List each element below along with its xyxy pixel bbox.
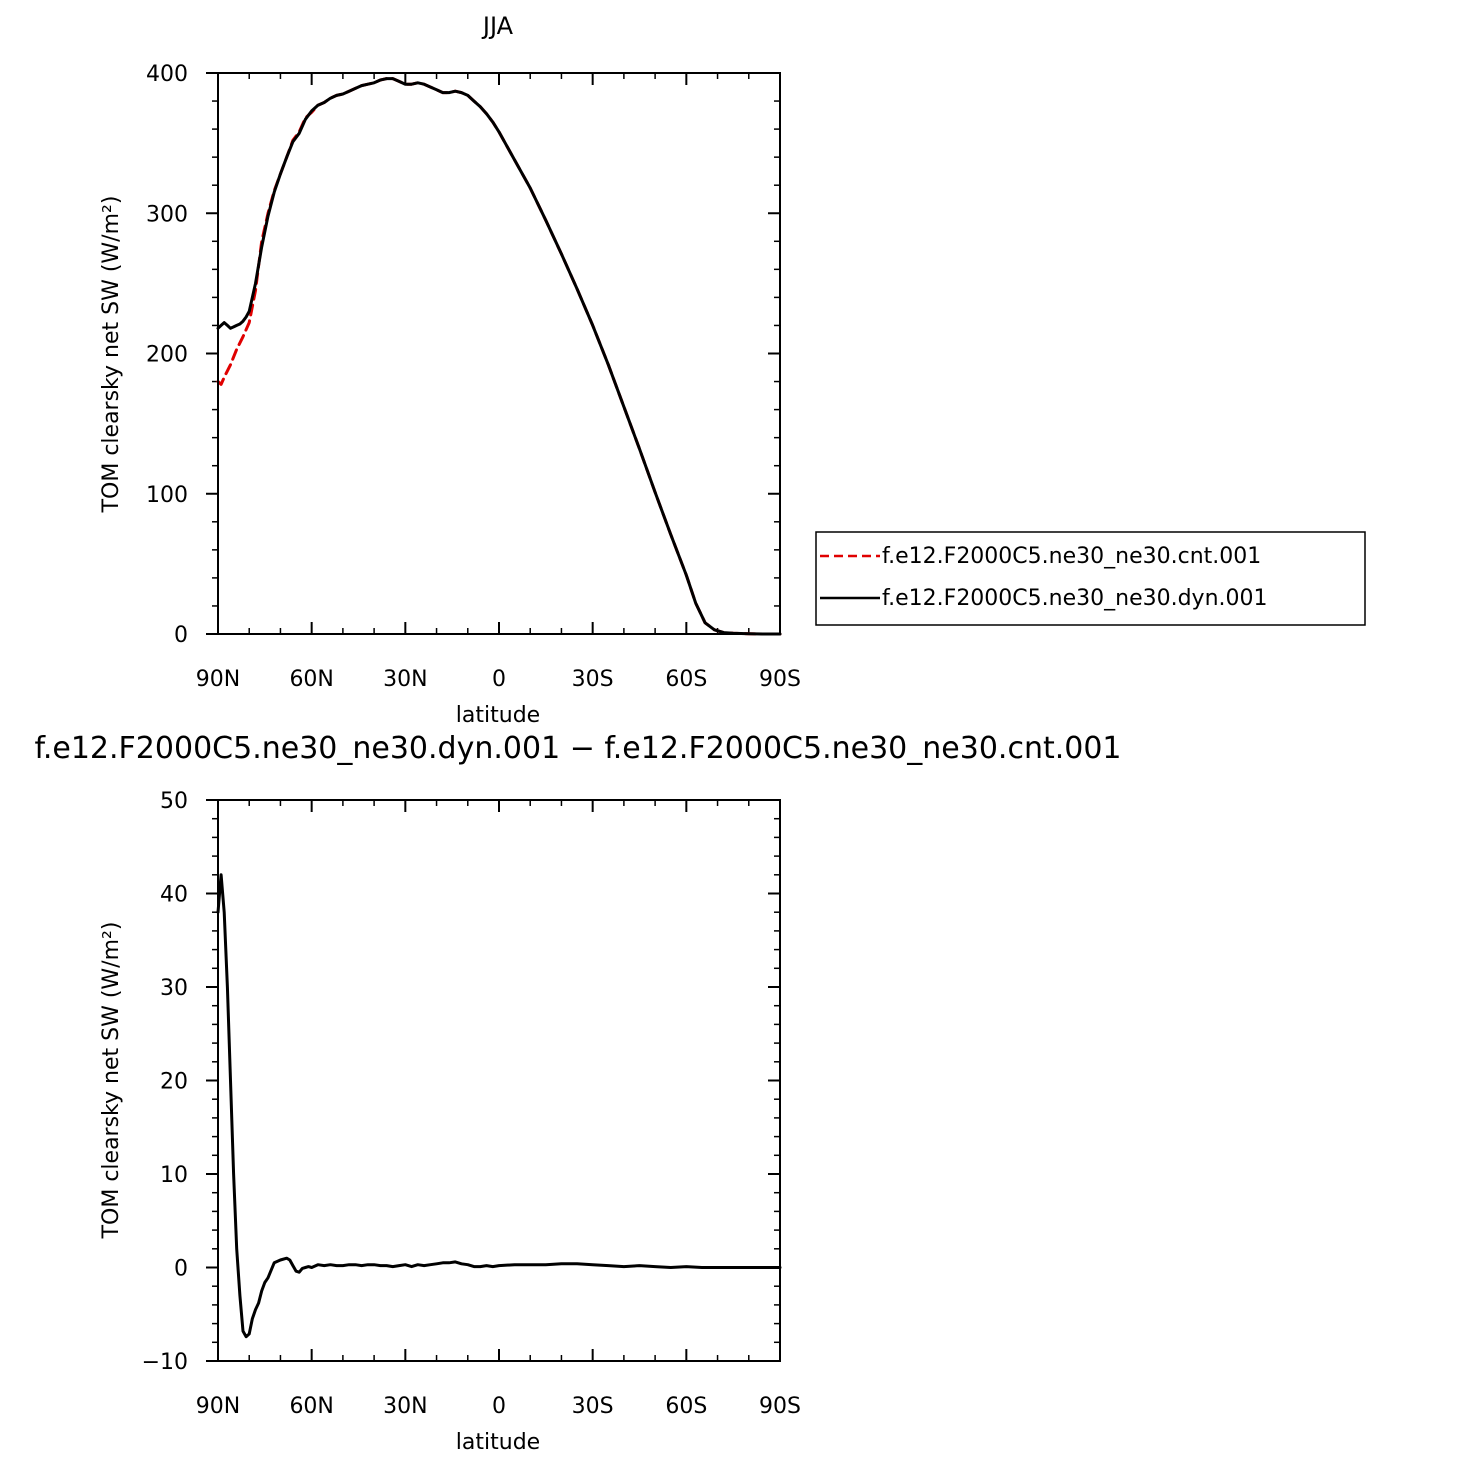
- x-tick-label: 30N: [383, 1394, 427, 1419]
- x-tick-label: 90S: [759, 1394, 801, 1419]
- plot-frame: [217, 799, 781, 1362]
- x-tick-label: 0: [492, 1394, 506, 1419]
- chart-panel-bottom: f.e12.F2000C5.ne30_ne30.dyn.001 − f.e12.…: [34, 731, 1121, 1455]
- legend-entry-cnt: f.e12.F2000C5.ne30_ne30.cnt.001: [882, 544, 1261, 569]
- legend-entry-dyn: f.e12.F2000C5.ne30_ne30.dyn.001: [882, 586, 1268, 611]
- x-axis-label: latitude: [456, 703, 540, 728]
- y-tick-label: 50: [160, 789, 188, 814]
- y-tick-label: 40: [160, 883, 188, 908]
- y-tick-label: 0: [174, 1257, 188, 1282]
- series-layer: [216, 77, 782, 636]
- legend-box: [815, 531, 1366, 626]
- x-tick-label: 30S: [572, 667, 614, 692]
- y-tick-label: 200: [146, 343, 188, 368]
- series-line-dyn: [216, 77, 782, 636]
- x-axis-label: latitude: [456, 1430, 540, 1455]
- tick-layer: 90N 60N 30N 0 30S 60S 90S 0 100 200 300 400: [146, 62, 801, 692]
- y-axis-label: TOM clearsky net SW (W/m²): [99, 196, 124, 514]
- plot-frame: [217, 72, 781, 635]
- x-tick-label: 90N: [196, 1394, 240, 1419]
- x-tick-label: 60N: [289, 1394, 333, 1419]
- series-layer: [216, 873, 782, 1339]
- x-tick-label: 60S: [665, 1394, 707, 1419]
- y-tick-label: 30: [160, 976, 188, 1001]
- chart-panel-top: JJA 90N 60N 30N 0 30S 60S 90S 0 100 200 300 400 lat…: [99, 12, 1366, 728]
- y-tick-label: 10: [160, 1163, 188, 1188]
- chart-title: JJA: [481, 12, 514, 40]
- tick-layer: 90N 60N 30N 0 30S 60S 90S −10 0 10 20 30 40 50: [142, 789, 801, 1419]
- y-tick-label: 300: [146, 202, 188, 227]
- legend: f.e12.F2000C5.ne30_ne30.cnt.001 f.e12.F2…: [815, 531, 1366, 626]
- y-tick-label: 100: [146, 483, 188, 508]
- series-line-cnt: [216, 77, 782, 636]
- x-tick-label: 30S: [572, 1394, 614, 1419]
- series-line-difference: [216, 873, 782, 1339]
- y-tick-label: 20: [160, 1070, 188, 1095]
- x-tick-label: 30N: [383, 667, 427, 692]
- y-tick-label: −10: [142, 1350, 188, 1375]
- x-tick-label: 90S: [759, 667, 801, 692]
- x-tick-label: 0: [492, 667, 506, 692]
- y-tick-label: 400: [146, 62, 188, 87]
- x-tick-label: 60N: [289, 667, 333, 692]
- y-tick-label: 0: [174, 623, 188, 648]
- chart-title-difference: f.e12.F2000C5.ne30_ne30.dyn.001 − f.e12.…: [34, 731, 1121, 766]
- x-tick-label: 90N: [196, 667, 240, 692]
- x-tick-label: 60S: [665, 667, 707, 692]
- y-axis-label: TOM clearsky net SW (W/m²): [99, 922, 124, 1240]
